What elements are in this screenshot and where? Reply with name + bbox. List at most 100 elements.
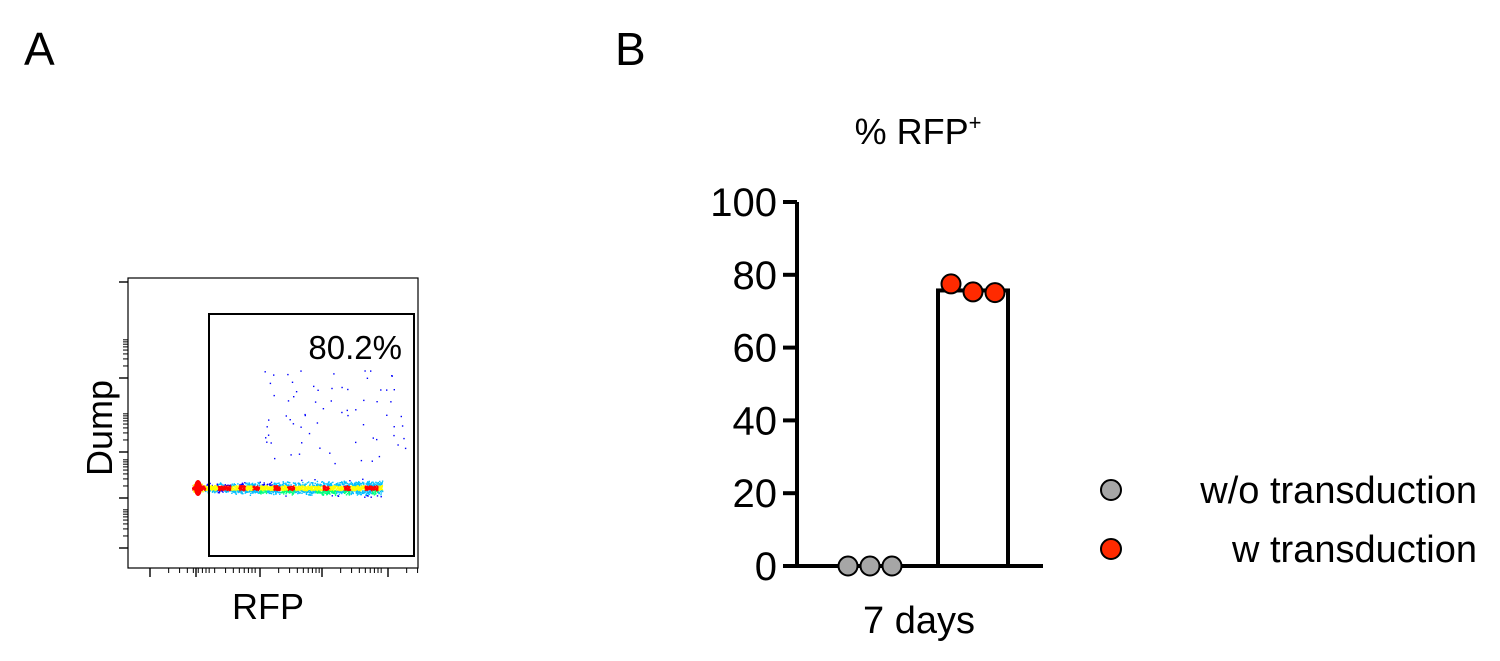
flow-event [324, 488, 327, 491]
flow-event [380, 496, 382, 498]
flow-event [266, 426, 268, 428]
flow-event [259, 486, 261, 488]
flow-event [235, 487, 237, 489]
flow-event [233, 484, 235, 486]
flow-event [329, 486, 331, 489]
flow-event [355, 491, 358, 494]
flow-event [352, 492, 354, 495]
flow-event [325, 491, 327, 493]
flow-event [345, 494, 348, 496]
flow-event [253, 484, 255, 486]
flow-event [302, 481, 304, 484]
flow-event [244, 482, 246, 484]
flow-plot-frame [127, 277, 419, 569]
flow-event [356, 482, 358, 484]
flow-event [335, 485, 338, 487]
flow-event [254, 487, 257, 489]
flow-event [301, 486, 303, 488]
flow-event [329, 452, 331, 454]
flow-event [223, 486, 225, 488]
flow-event [304, 485, 307, 488]
flow-event [281, 484, 284, 487]
flow-event [368, 487, 370, 489]
flow-event [341, 482, 344, 484]
flow-event [326, 490, 328, 492]
flow-event [299, 484, 302, 486]
flow-event [230, 490, 232, 492]
flow-event [357, 482, 360, 485]
flow-event [329, 489, 331, 491]
flow-event [285, 495, 287, 497]
flow-gate [208, 313, 415, 557]
flow-event [290, 484, 292, 486]
flow-event [250, 484, 252, 486]
flow-event [214, 488, 217, 490]
flow-event [341, 486, 344, 488]
flow-event [347, 485, 349, 488]
flow-event [259, 487, 262, 489]
flow-event [337, 490, 339, 493]
flow-event [284, 490, 286, 493]
flow-event [328, 487, 331, 490]
flow-event [369, 490, 371, 492]
flow-event [265, 437, 267, 439]
flow-event [286, 484, 289, 487]
flow-event [353, 484, 355, 487]
flow-event [293, 396, 295, 398]
flow-event [309, 484, 311, 487]
flow-event [252, 489, 254, 491]
flow-event [376, 495, 379, 497]
flow-event [345, 488, 347, 490]
flow-event [247, 484, 249, 486]
flow-event [323, 485, 325, 487]
flow-event [245, 486, 247, 488]
data-point [837, 555, 859, 577]
flow-event [258, 491, 260, 493]
flow-event [285, 487, 287, 490]
flow-event [297, 488, 299, 490]
flow-event [304, 491, 307, 493]
flow-event [246, 482, 248, 484]
flow-axis-ticks [119, 281, 419, 577]
flow-event [403, 437, 405, 440]
flow-event [366, 377, 369, 379]
flow-event [372, 437, 374, 439]
flow-event [372, 490, 374, 492]
flow-event [345, 484, 347, 487]
flow-event [294, 488, 297, 490]
flow-event [254, 484, 256, 486]
flow-event [328, 484, 331, 486]
bar-chart: % RFP+ 0 20 40 60 80 100 7 days w/o transduct… [710, 110, 1477, 642]
flow-event [373, 482, 375, 484]
flow-event [340, 487, 342, 490]
flow-event [359, 491, 362, 493]
panel-label-b: B [615, 23, 646, 75]
flow-event [289, 482, 291, 484]
flow-event [364, 370, 366, 372]
flow-event [254, 483, 256, 485]
flow-event [275, 482, 277, 485]
flow-event [248, 488, 250, 490]
flow-event [366, 495, 368, 497]
flow-event [336, 486, 338, 488]
flow-event [254, 492, 256, 494]
flow-event [340, 491, 342, 493]
flow-event [310, 490, 312, 492]
flow-event [225, 486, 227, 488]
flow-event [230, 487, 232, 490]
flow-event [330, 486, 332, 488]
flow-event [342, 483, 344, 486]
flow-event [269, 489, 272, 492]
flow-event [322, 492, 324, 494]
flow-event [373, 483, 375, 485]
flow-event [308, 492, 311, 494]
flow-event [370, 492, 372, 494]
flow-event [270, 487, 272, 490]
flow-event [316, 483, 318, 486]
flow-event [377, 481, 379, 484]
flow-event [283, 485, 285, 487]
flow-event [272, 491, 274, 494]
y-tick-label: 80 [733, 254, 778, 298]
flow-event [297, 485, 299, 488]
flow-event [280, 491, 282, 494]
